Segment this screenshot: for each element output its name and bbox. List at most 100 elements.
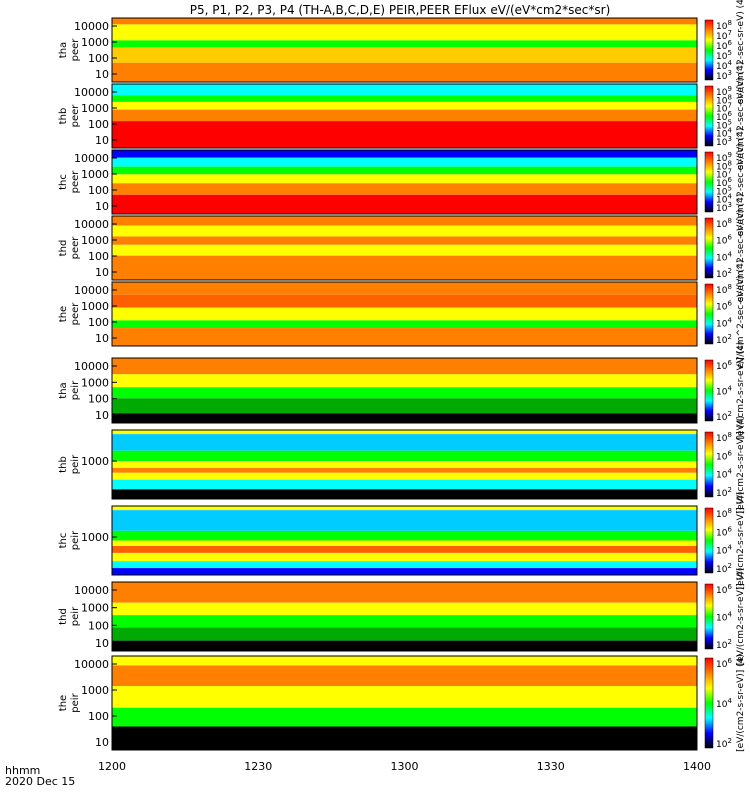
y-tick-label: 10 <box>95 200 109 213</box>
colorbar-tick-label: 109 <box>716 151 732 164</box>
panel-label-instrument: peer <box>70 104 81 128</box>
colorbar-tick-label: 103 <box>716 135 732 148</box>
colorbar-tick-label: 106 <box>716 176 732 189</box>
spectrogram-band <box>112 430 697 435</box>
x-tick-label: 1330 <box>537 760 565 773</box>
colorbar-tick-label: 107 <box>716 102 732 115</box>
colorbar-tick-label: 108 <box>716 93 732 106</box>
panel-thc-peir: 1000 thc peir 108 106 104 102 [eV/(cm2-s-sr-eV)… <box>58 492 746 590</box>
y-tick-label: 100 <box>88 184 109 197</box>
spectrogram-band <box>112 84 697 96</box>
panel-label-instrument: peer <box>70 38 81 62</box>
spectrogram-band <box>112 174 697 184</box>
spectrogram-band <box>112 18 697 25</box>
colorbar-tick-label: 104 <box>716 59 732 72</box>
spectrogram-band <box>112 552 697 562</box>
spectrogram-band <box>112 150 697 158</box>
colorbar-tick-label: 102 <box>716 638 732 651</box>
spectrogram-band <box>112 109 697 122</box>
panel-label-probe: tha <box>58 42 69 58</box>
panel-label-instrument: peir <box>70 606 81 626</box>
spectrogram-band <box>112 546 697 553</box>
y-tick-label: 10 <box>95 736 109 749</box>
panel-label-probe: thc <box>58 533 69 549</box>
spectrogram-band <box>112 374 697 388</box>
panel-label-instrument: peir <box>70 530 81 550</box>
colorbar <box>704 283 714 345</box>
panel-label-instrument: peer <box>70 236 81 260</box>
colorbar-tick-label: 107 <box>716 168 732 181</box>
panel-thd-peir: 10 100 1000 10000 thd peir 106 104 102 [eV/(cm2-s… <box>58 568 746 666</box>
spectrogram-band <box>112 40 697 48</box>
x-label-date: 2020 Dec 15 <box>5 775 75 788</box>
panel-label-instrument: peir <box>70 454 81 474</box>
panel-label-probe: the <box>58 695 69 711</box>
y-tick-label: 10000 <box>74 360 109 373</box>
colorbar-tick-label: 102 <box>716 410 732 423</box>
spectrogram-band <box>112 216 697 226</box>
y-tick-label: 1000 <box>81 234 109 247</box>
spectrogram-band <box>112 157 697 167</box>
colorbar-tick-label: 109 <box>716 85 732 98</box>
y-tick-label: 10000 <box>74 152 109 165</box>
colorbar <box>704 507 714 574</box>
y-tick-label: 100 <box>88 250 109 263</box>
spectrogram-band <box>112 640 697 651</box>
panel-label-instrument: peer <box>70 302 81 326</box>
spectrogram-band <box>112 101 697 110</box>
colorbar-tick-label: 105 <box>716 184 732 197</box>
colorbar-label: eV/(cm^2-sec-sr-eV) (4) <box>736 128 746 237</box>
colorbar <box>704 19 714 81</box>
panel-thb-peir: 1000 thb peir 108 106 104 102 [eV/(cm2-s-sr-eV)… <box>58 416 746 514</box>
colorbar <box>704 217 714 279</box>
colorbar-label: eV/(cm^2-sec-sr-eV) (4) <box>736 260 746 369</box>
panel-frame <box>111 281 698 347</box>
colorbar-tick-label: 102 <box>716 267 732 280</box>
y-tick-label: 10000 <box>74 218 109 231</box>
colorbar-tick-label: 108 <box>716 283 732 296</box>
colorbar <box>704 583 714 650</box>
spectrogram-band <box>112 627 697 641</box>
colorbar-tick-label: 108 <box>716 159 732 172</box>
spectrogram-band <box>112 166 697 175</box>
spectrogram-band <box>112 506 697 511</box>
spectrogram-band <box>112 461 697 468</box>
y-tick-label: 100 <box>88 710 109 723</box>
x-tick-label: 1230 <box>244 760 272 773</box>
y-tick-label: 1000 <box>81 684 109 697</box>
panel-frame <box>111 581 698 652</box>
y-tick-label: 10000 <box>74 20 109 33</box>
colorbar-label: eV/(cm^2-sec-sr-eV) (4) <box>736 194 746 303</box>
colorbar <box>704 151 714 213</box>
panel-frame <box>111 83 698 149</box>
colorbar-tick-label: 106 <box>716 234 732 247</box>
colorbar-tick-label: 104 <box>716 127 732 140</box>
panel-frame <box>111 357 698 424</box>
colorbar-tick-label: 106 <box>716 359 732 372</box>
spectrogram-band <box>112 450 697 462</box>
y-tick-label: 10000 <box>74 658 109 671</box>
y-tick-label: 10 <box>95 409 109 422</box>
spectrogram-band <box>112 467 697 473</box>
spectrogram-band <box>112 472 697 480</box>
panel-frame <box>111 215 698 281</box>
colorbar-tick-label: 105 <box>716 49 732 62</box>
colorbar-tick-label: 106 <box>716 583 732 596</box>
panel-tha-peir: 10 100 1000 10000 tha peir 106 104 102 [eV/(cm2-s… <box>58 342 746 440</box>
spectrogram-band <box>112 255 697 280</box>
colorbar-tick-label: 106 <box>716 449 732 462</box>
spectrogram-band <box>112 47 697 63</box>
spectrogram-band <box>112 236 697 245</box>
panel-label-probe: thd <box>58 608 69 625</box>
y-tick-label: 10 <box>95 266 109 279</box>
spectrogram-band <box>112 62 697 82</box>
colorbar-label: [eV/(cm2-s-sr-eV)] (4) <box>736 492 746 590</box>
y-tick-label: 10000 <box>74 284 109 297</box>
colorbar <box>704 657 714 749</box>
panel-label-probe: thd <box>58 240 69 257</box>
y-tick-label: 100 <box>88 118 109 131</box>
spectrogram-band <box>112 707 697 727</box>
spectrogram-band <box>112 183 697 195</box>
